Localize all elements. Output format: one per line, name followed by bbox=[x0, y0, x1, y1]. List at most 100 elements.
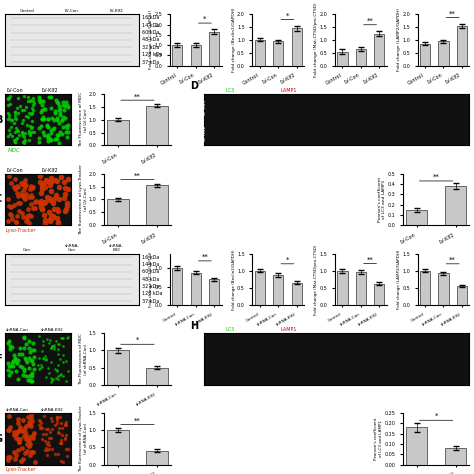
Text: MDC: MDC bbox=[8, 148, 21, 153]
Text: Con: Con bbox=[23, 248, 31, 253]
Text: **: ** bbox=[134, 93, 141, 100]
Text: 16 kDa: 16 kDa bbox=[142, 255, 159, 260]
Bar bbox=[273, 275, 283, 305]
Text: Enlarge: Enlarge bbox=[396, 88, 415, 93]
Y-axis label: Pearson's coefficient
of LC3 and LAMP1: Pearson's coefficient of LC3 and LAMP1 bbox=[374, 418, 383, 460]
Text: LV-Klf2: LV-Klf2 bbox=[109, 9, 123, 13]
Bar bbox=[292, 283, 302, 305]
Y-axis label: Fold change (Mat-CTSD/pro-CTSD): Fold change (Mat-CTSD/pro-CTSD) bbox=[314, 244, 318, 315]
Bar bbox=[146, 185, 168, 225]
Text: shRNA-Klf2: shRNA-Klf2 bbox=[201, 361, 205, 383]
Text: 32 kDa: 32 kDa bbox=[142, 284, 159, 289]
Bar bbox=[273, 41, 283, 66]
Text: shRNA-
Klf2: shRNA- Klf2 bbox=[109, 244, 124, 253]
Text: **: ** bbox=[134, 173, 141, 179]
Bar bbox=[172, 45, 182, 66]
Y-axis label: Fold change (LC3II/GAPDH): Fold change (LC3II/GAPDH) bbox=[149, 10, 153, 70]
Text: Control: Control bbox=[19, 9, 35, 13]
Text: LV-Klf2: LV-Klf2 bbox=[201, 124, 206, 141]
Y-axis label: The fluorescence of Lyso-Tracker
(of shRNA-Con): The fluorescence of Lyso-Tracker (of shR… bbox=[79, 405, 88, 472]
Bar bbox=[255, 40, 265, 66]
Text: shRNA-Klf2: shRNA-Klf2 bbox=[41, 408, 64, 412]
Bar bbox=[374, 34, 384, 66]
Text: **: ** bbox=[433, 174, 439, 180]
Text: LV-Klf2: LV-Klf2 bbox=[41, 88, 58, 93]
Text: LC3: LC3 bbox=[226, 327, 235, 332]
Bar bbox=[438, 41, 448, 66]
Text: 120 kDa: 120 kDa bbox=[142, 292, 162, 296]
Text: shRNA-Con: shRNA-Con bbox=[6, 328, 29, 332]
Text: LV-Con: LV-Con bbox=[65, 9, 79, 13]
Bar bbox=[420, 271, 430, 305]
Text: **: ** bbox=[449, 10, 456, 17]
Y-axis label: Pearson's coefficient
of LC3 and LAMP1: Pearson's coefficient of LC3 and LAMP1 bbox=[377, 177, 386, 222]
Bar bbox=[356, 273, 366, 305]
Text: LAMP1: LAMP1 bbox=[281, 327, 297, 332]
Text: LV-Klf2: LV-Klf2 bbox=[41, 168, 58, 173]
Bar bbox=[255, 271, 265, 305]
Text: 48 kDa: 48 kDa bbox=[142, 277, 159, 282]
Bar bbox=[445, 186, 466, 225]
Text: **: ** bbox=[367, 18, 374, 24]
Bar bbox=[292, 28, 302, 66]
Text: 32 kDa: 32 kDa bbox=[142, 45, 159, 50]
Text: shRNA-
Con: shRNA- Con bbox=[64, 244, 79, 253]
Text: G: G bbox=[0, 434, 3, 444]
Text: LV-Con: LV-Con bbox=[6, 168, 23, 173]
Bar bbox=[107, 120, 129, 146]
Y-axis label: Fold change (Beclin1/GAPDH): Fold change (Beclin1/GAPDH) bbox=[232, 249, 236, 310]
Bar bbox=[337, 271, 347, 305]
Y-axis label: Fold change (LC3II/GAPDH): Fold change (LC3II/GAPDH) bbox=[149, 252, 153, 307]
Text: *: * bbox=[136, 337, 139, 343]
Text: H: H bbox=[191, 321, 199, 331]
Text: 37 kDa: 37 kDa bbox=[142, 60, 159, 64]
Bar bbox=[457, 26, 467, 66]
Text: Merge: Merge bbox=[339, 327, 355, 332]
Text: shRNA-Con: shRNA-Con bbox=[201, 335, 205, 357]
Text: Lyso-Tracker: Lyso-Tracker bbox=[6, 467, 36, 472]
Text: 48 kDa: 48 kDa bbox=[142, 37, 159, 43]
Text: *: * bbox=[286, 13, 289, 18]
Y-axis label: Fold change (Beclin1/GAPDH): Fold change (Beclin1/GAPDH) bbox=[232, 8, 236, 72]
Y-axis label: The Fluorescence of MDC
(of LV-Con): The Fluorescence of MDC (of LV-Con) bbox=[79, 92, 88, 147]
Bar bbox=[209, 279, 219, 305]
Text: **: ** bbox=[449, 257, 456, 263]
Bar bbox=[457, 286, 467, 305]
Text: **: ** bbox=[367, 256, 374, 263]
Text: LAMP1: LAMP1 bbox=[281, 88, 297, 93]
Bar bbox=[191, 45, 201, 66]
Bar bbox=[406, 428, 428, 465]
Y-axis label: The fluorescence of Lyso-Tracker
(of LV-Con): The fluorescence of Lyso-Tracker (of LV-… bbox=[79, 164, 88, 235]
Text: 14 kDa: 14 kDa bbox=[142, 262, 159, 267]
Y-axis label: Fold change (LAMP2/GAPDH): Fold change (LAMP2/GAPDH) bbox=[397, 9, 401, 72]
Text: C: C bbox=[0, 194, 2, 204]
Bar bbox=[374, 284, 384, 305]
Bar bbox=[209, 32, 219, 66]
Text: shRNA-Con: shRNA-Con bbox=[6, 408, 29, 412]
Text: LV-Con: LV-Con bbox=[6, 88, 23, 93]
Bar bbox=[107, 430, 129, 465]
Text: 37 kDa: 37 kDa bbox=[142, 299, 159, 304]
Text: 60 kDa: 60 kDa bbox=[142, 30, 159, 35]
Y-axis label: Fold change (Mat-CTSD/pro-CTSD): Fold change (Mat-CTSD/pro-CTSD) bbox=[314, 3, 318, 77]
Bar bbox=[420, 44, 430, 66]
Bar bbox=[146, 451, 168, 465]
Text: *: * bbox=[203, 16, 207, 22]
Text: D: D bbox=[191, 82, 199, 91]
Text: F: F bbox=[0, 354, 1, 364]
Bar bbox=[107, 200, 129, 225]
Text: B: B bbox=[0, 115, 2, 125]
Bar bbox=[356, 49, 366, 66]
Text: Enlarge: Enlarge bbox=[396, 327, 415, 332]
Text: *: * bbox=[286, 257, 289, 263]
Bar bbox=[406, 210, 428, 225]
Text: Lyso-Tracker: Lyso-Tracker bbox=[6, 228, 36, 233]
Text: *: * bbox=[434, 413, 438, 419]
Text: LV-Con: LV-Con bbox=[201, 99, 206, 115]
Text: **: ** bbox=[201, 254, 208, 260]
Text: **: ** bbox=[134, 417, 141, 423]
Bar bbox=[107, 350, 129, 385]
Text: LC3: LC3 bbox=[226, 88, 235, 93]
Bar bbox=[146, 106, 168, 146]
Bar bbox=[445, 448, 466, 465]
